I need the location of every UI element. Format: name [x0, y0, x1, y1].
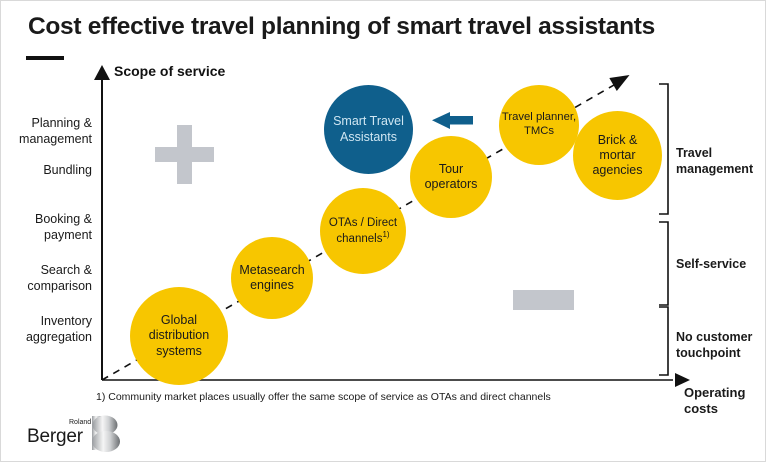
svg-text:Berger: Berger	[27, 426, 84, 447]
svg-text:Roland: Roland	[69, 419, 91, 426]
